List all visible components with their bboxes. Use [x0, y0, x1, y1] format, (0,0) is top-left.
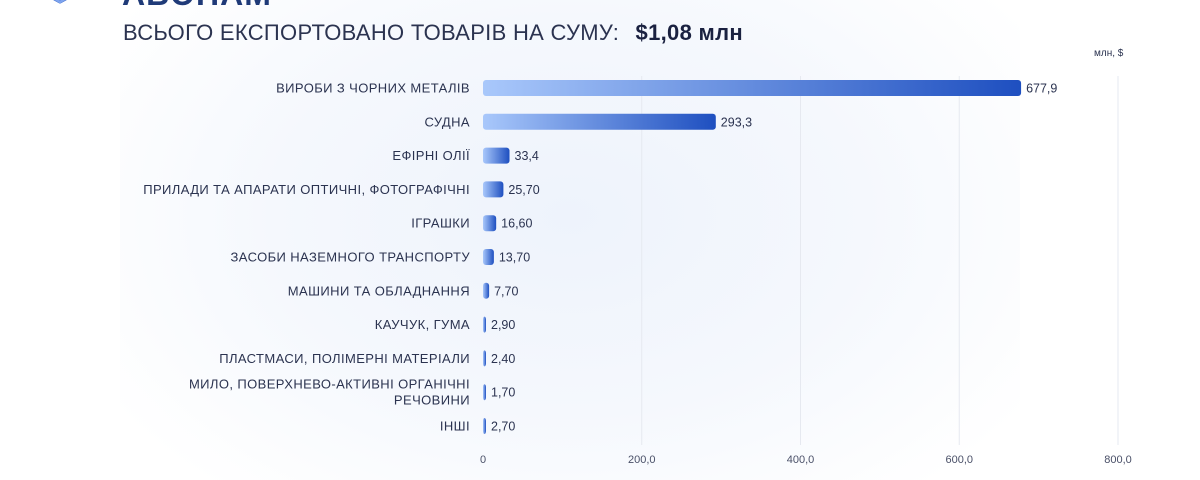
x-axis-ticks: 0 200,0 400,0 600,0 800,0	[480, 454, 1132, 466]
category-label: ІНШІ	[440, 419, 470, 434]
category-label: МИЛО, ПОВЕРХНЕВО-АКТИВНІ ОРГАНІЧНІ	[189, 377, 470, 392]
x-tick-label: 400,0	[787, 454, 815, 466]
bar	[483, 113, 716, 130]
bar	[483, 249, 494, 265]
category-label: ПЛАСТМАСИ, ПОЛІМЕРНІ МАТЕРІАЛИ	[219, 351, 470, 366]
value-label: 33,4	[515, 149, 539, 163]
value-labels: 677,9 293,3 33,4 25,70 16,60 13,70 7,70 2,90 2,4…	[491, 82, 1057, 434]
category-label: ІГРАШКИ	[411, 216, 470, 231]
value-label: 2,40	[491, 352, 515, 366]
bar	[483, 418, 486, 434]
category-label: РЕЧОВИНИ	[394, 393, 470, 408]
unit-label: млн, $	[1094, 48, 1124, 59]
x-tick-label: 200,0	[628, 454, 656, 466]
bar	[483, 147, 510, 164]
bar	[483, 282, 490, 299]
value-label: 25,70	[508, 183, 539, 197]
category-label: ЕФІРНІ ОЛІЇ	[392, 148, 470, 163]
value-label: 677,9	[1026, 82, 1057, 96]
value-label: 1,70	[491, 386, 515, 400]
value-label: 2,70	[491, 420, 515, 434]
value-label: 2,90	[491, 318, 515, 332]
category-label: КАУЧУК, ГУМА	[375, 317, 470, 332]
export-total-headline: ВСЬОГО ЕКСПОРТОВАНО ТОВАРІВ НА СУМУ: $1,…	[123, 20, 743, 46]
category-label: ВИРОБИ З ЧОРНИХ МЕТАЛІВ	[276, 81, 470, 96]
value-label: 7,70	[494, 284, 518, 298]
category-label: ЗАСОБИ НАЗЕМНОГО ТРАНСПОРТУ	[231, 250, 471, 265]
category-label: ПРИЛАДИ ТА АПАРАТИ ОПТИЧНІ, ФОТОГРАФІЧНІ	[143, 182, 470, 197]
headline-prefix: ВСЬОГО ЕКСПОРТОВАНО ТОВАРІВ НА СУМУ:	[123, 20, 620, 45]
category-label: СУДНА	[425, 114, 471, 129]
logo-icon	[53, 0, 67, 4]
bar	[483, 316, 486, 333]
bars	[483, 80, 1022, 434]
grid-lines	[641, 76, 1119, 445]
bar	[483, 215, 497, 232]
bar	[483, 350, 486, 367]
x-tick-label: 800,0	[1104, 454, 1132, 466]
bar	[483, 181, 504, 198]
value-label: 16,60	[501, 217, 532, 231]
category-label: МАШИНИ ТА ОБЛАДНАННЯ	[288, 283, 470, 298]
x-tick-label: 600,0	[945, 454, 973, 466]
value-label: 13,70	[499, 251, 530, 265]
headline-total: $1,08 млн	[635, 20, 743, 45]
value-label: 293,3	[721, 115, 752, 129]
category-labels: ВИРОБИ З ЧОРНИХ МЕТАЛІВ СУДНА ЕФІРНІ ОЛІЇ П…	[143, 81, 470, 434]
bar	[483, 384, 486, 401]
x-tick-label: 0	[480, 454, 486, 466]
page-title: АБОНАМ	[122, 0, 272, 13]
bar	[483, 80, 1022, 96]
